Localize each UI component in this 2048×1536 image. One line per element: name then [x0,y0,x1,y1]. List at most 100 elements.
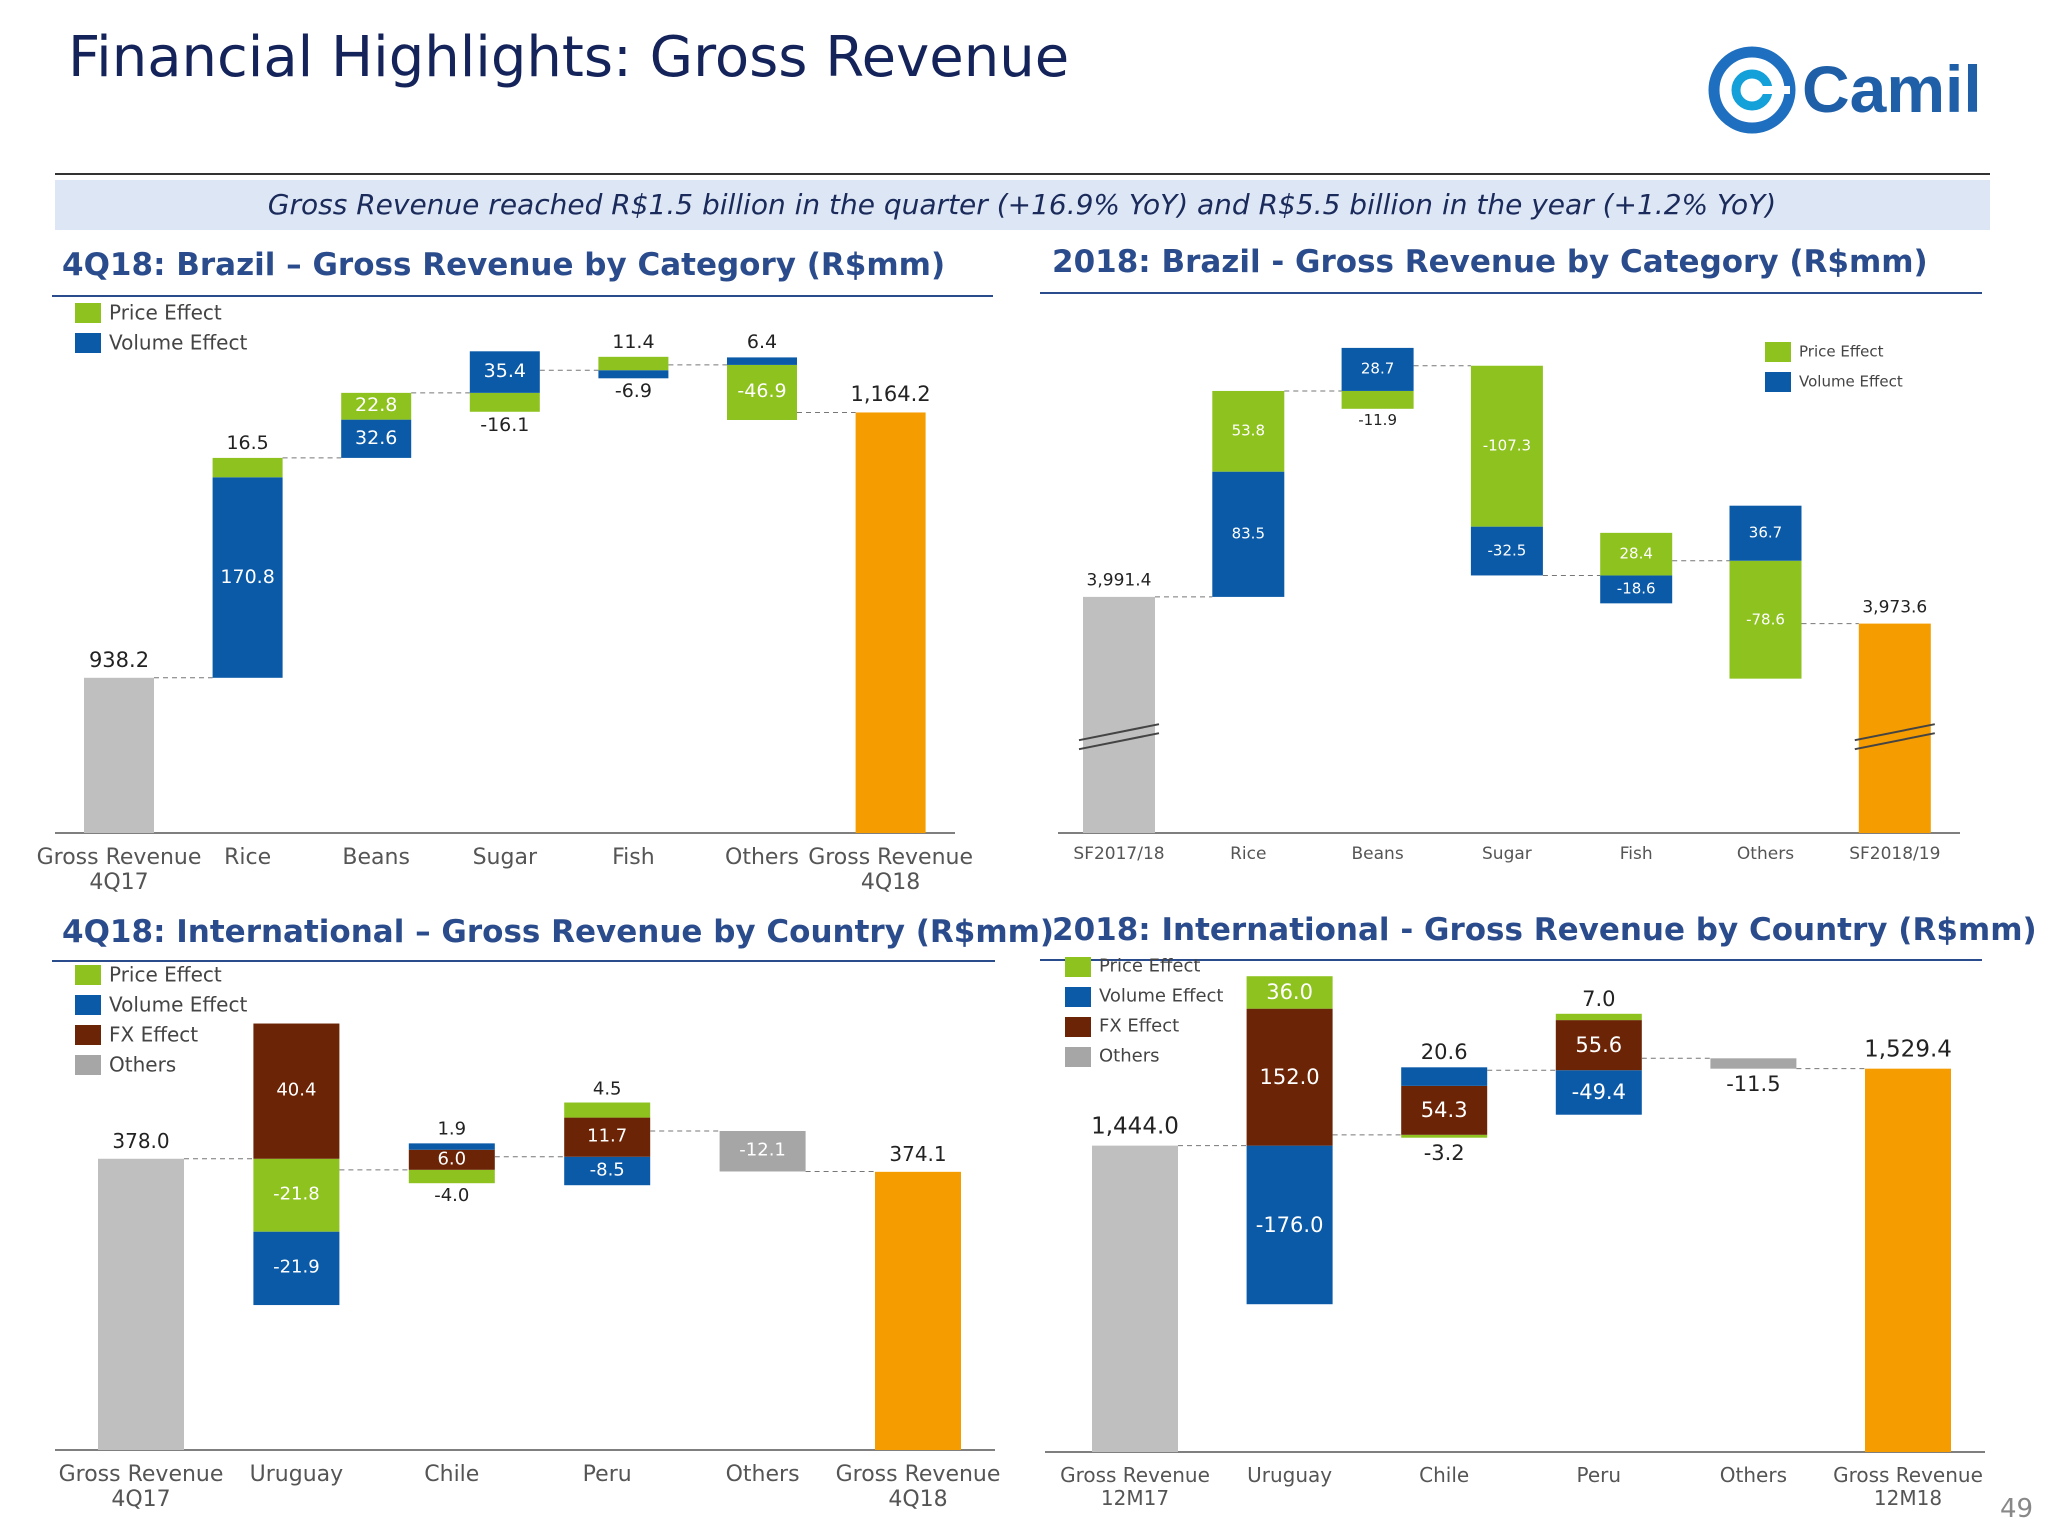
category-label: Others [1736,844,1795,864]
category-label: Peru [582,1462,632,1487]
effect-bar [1341,347,1414,391]
category-label: Gross Revenue 4Q17 [36,845,202,896]
category-label: Chile [424,1462,480,1487]
legend-label: Price Effect [1799,342,1884,361]
effect-bar [719,1130,806,1172]
legend-swatch [1065,957,1091,977]
category-label: Beans [342,845,410,870]
total-label: 1,164.2 [850,382,931,407]
legend-swatch [75,333,101,353]
value-label: 6.4 [746,331,778,354]
value-label: -16.1 [480,413,530,436]
value-label: -4.0 [434,1185,470,1207]
legend-label: FX Effect [109,1022,199,1047]
value-label: 20.6 [1420,1040,1468,1065]
value-label: 28.7 [1360,359,1395,378]
effect-bar [1212,471,1285,597]
category-label: Fish [1619,844,1653,864]
value-label: 36.7 [1748,523,1783,542]
banner-text: Gross Revenue reached R$1.5 billion in t… [267,187,1777,221]
effect-bar [1470,526,1543,576]
category-label: Others [725,845,799,870]
effect-bar [598,370,669,379]
effect-bar [1555,1013,1642,1021]
effect-bar [564,1102,651,1118]
category-label: Others [725,1462,800,1487]
value-label: -8.5 [589,1159,625,1181]
value-label: 40.4 [276,1079,317,1101]
effect-bar [1555,1020,1642,1071]
effect-bar [253,1023,340,1159]
value-label: 83.5 [1231,524,1265,543]
value-label: 32.6 [355,426,398,449]
legend-swatch [75,303,101,323]
value-label: 55.6 [1575,1033,1623,1058]
logo-icon [1708,46,1796,134]
value-label: -11.9 [1358,410,1397,429]
category-label: Others [1719,1463,1787,1487]
effect-bar [1710,1058,1797,1069]
effect-bar [1401,1085,1488,1135]
legend-swatch [1065,1047,1091,1067]
category-label: Uruguay [249,1462,344,1487]
effect-bar [253,1158,340,1232]
category-label: Gross Revenue 4Q18 [835,1462,1001,1513]
total-label: 374.1 [889,1141,947,1166]
total-label: 3,973.6 [1862,597,1928,618]
total-label: 3,991.4 [1086,570,1152,591]
effect-bar [1212,390,1285,472]
legend-label: Volume Effect [109,992,248,1017]
total-bar [98,1158,184,1450]
legend-swatch [75,1025,101,1045]
axis-break [1854,723,1935,742]
effect-bar [598,356,669,371]
effect-bar [1470,365,1543,527]
effect-bar [1600,532,1673,576]
total-bar [1092,1145,1178,1452]
value-label: 28.4 [1619,544,1653,563]
chart-title: 2018: International - Gross Revenue by C… [1052,912,2037,948]
effect-bar [1246,976,1333,1009]
value-label: -12.1 [739,1139,786,1161]
effect-bar [212,477,283,678]
value-label: 53.8 [1231,421,1265,440]
effect-bar [408,1149,495,1170]
effect-bar [341,392,412,420]
total-bar [1858,623,1931,833]
category-label: Beans [1351,844,1404,864]
value-label: 16.5 [226,432,269,455]
legend-swatch [75,995,101,1015]
legend-swatch [1765,342,1791,362]
legend-label: Others [109,1052,177,1077]
total-bar [855,412,926,833]
value-label: -176.0 [1255,1212,1324,1237]
total-label: 938.2 [88,647,150,672]
value-label: -11.5 [1726,1071,1781,1096]
value-label: 36.0 [1266,980,1313,1005]
value-label: -107.3 [1482,436,1532,455]
value-label: -6.9 [614,380,652,403]
category-label: Sugar [1482,844,1532,864]
effect-bar [1401,1067,1488,1086]
value-label: 152.0 [1259,1065,1320,1090]
effect-bar [469,351,540,393]
axis-break [1078,732,1160,751]
legend-label: Price Effect [1099,955,1201,977]
legend-label: Others [1099,1045,1160,1067]
category-label: Peru [1576,1463,1622,1487]
value-label: 11.4 [612,330,655,353]
total-bar [1865,1068,1951,1452]
value-label: -49.4 [1571,1080,1626,1105]
category-label: Uruguay [1247,1463,1333,1487]
effect-bar [1341,390,1414,409]
effect-bar [408,1143,495,1150]
category-label: Gross Revenue 12M17 [1060,1463,1210,1510]
value-label: 4.5 [592,1077,622,1099]
total-label: 378.0 [112,1128,170,1153]
value-label: 22.8 [355,394,398,417]
category-label: Sugar [472,845,537,870]
axis-break [1078,723,1160,742]
axis-break [1854,732,1935,751]
category-label: Rice [224,845,272,870]
